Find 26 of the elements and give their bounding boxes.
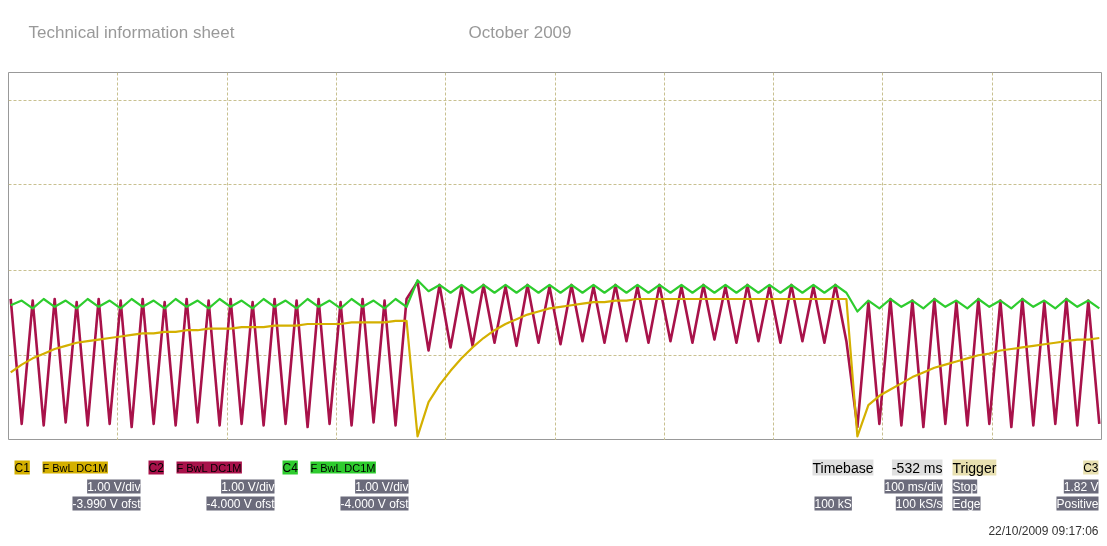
- text: 1.82 V: [1063, 479, 1099, 494]
- text: F BwL DC1M: [310, 461, 376, 474]
- text: -4.000 V ofst: [206, 496, 276, 511]
- text: 1.00 V/div: [87, 479, 141, 494]
- text: C1: [14, 460, 31, 475]
- text: F BwL DC1M: [176, 461, 242, 474]
- text: 22/10/2009 09:17:06: [988, 523, 1099, 538]
- text: Trigger: [952, 459, 997, 476]
- text: -532 ms: [891, 459, 943, 476]
- text: -3.990 V ofst: [72, 496, 142, 511]
- chart-subtitle: October 2009: [468, 23, 572, 42]
- text: Timebase: [812, 459, 874, 476]
- text: 1.00 V/div: [221, 479, 275, 494]
- text: C2: [148, 460, 165, 475]
- text: 100 ms/div: [884, 479, 943, 494]
- text: 1.00 V/div: [355, 479, 409, 494]
- text: Stop: [952, 479, 978, 494]
- text: F BwL DC1M: [42, 461, 108, 474]
- text: Positive: [1056, 496, 1099, 511]
- text: Edge: [952, 496, 981, 511]
- chart-title: Technical information sheet: [28, 23, 235, 42]
- text: C3: [1083, 460, 1099, 475]
- text: -4.000 V ofst: [340, 496, 410, 511]
- text: C4: [282, 460, 299, 475]
- text: 100 kS/s: [895, 496, 943, 511]
- text: 100 kS: [814, 496, 852, 511]
